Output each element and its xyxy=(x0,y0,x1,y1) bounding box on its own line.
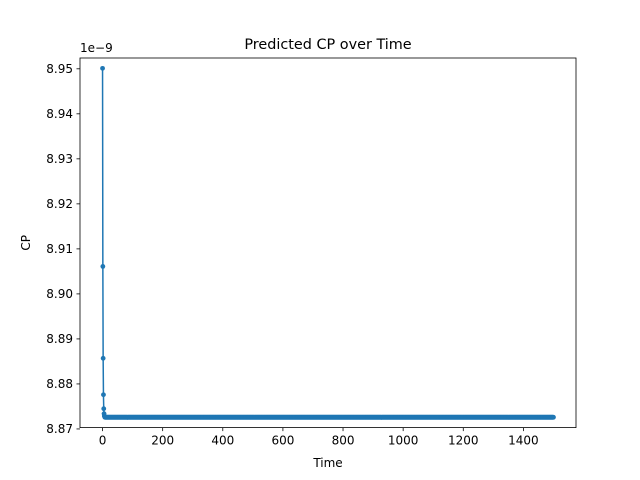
x-tick-label: 0 xyxy=(99,434,107,448)
data-point xyxy=(551,414,556,420)
data-point xyxy=(100,264,106,269)
y-axis-title: CP xyxy=(19,235,33,251)
data-point xyxy=(100,65,105,71)
y-tick-label: 8.91 xyxy=(46,242,73,256)
chart-title: Predicted CP over Time xyxy=(244,37,411,53)
plot-layer xyxy=(100,65,556,420)
series-markers xyxy=(100,65,556,420)
y-tick-label: 8.89 xyxy=(46,332,73,346)
data-point xyxy=(101,406,107,412)
y-tick-label: 8.93 xyxy=(46,152,73,166)
data-point xyxy=(100,355,106,361)
axes-frame xyxy=(79,57,577,429)
x-tick-label: 400 xyxy=(211,434,234,448)
x-tick-label: 600 xyxy=(271,434,294,448)
data-point xyxy=(101,392,106,398)
x-axis-title: Time xyxy=(312,456,342,470)
x-tick-label: 800 xyxy=(332,434,355,448)
x-tick-label: 200 xyxy=(151,434,174,448)
y-tick-label: 8.90 xyxy=(46,287,73,301)
y-offset-label: 1e−9 xyxy=(80,41,113,55)
x-tick-label: 1400 xyxy=(508,434,539,448)
y-tick-label: 8.88 xyxy=(46,377,73,391)
y-tick-label: 8.95 xyxy=(46,62,73,76)
x-tick-label: 1000 xyxy=(388,434,419,448)
x-tick-label: 1200 xyxy=(448,434,479,448)
y-tick-label: 8.92 xyxy=(46,197,73,211)
x-axis: 0 200 400 600 800 1000 1200 1400 xyxy=(99,427,539,448)
y-axis: 8.87 8.88 8.89 8.90 8.91 8.92 8.93 8.94 8.95 xyxy=(46,62,80,436)
y-tick-label: 8.87 xyxy=(46,422,73,436)
y-tick-label: 8.94 xyxy=(46,107,73,121)
